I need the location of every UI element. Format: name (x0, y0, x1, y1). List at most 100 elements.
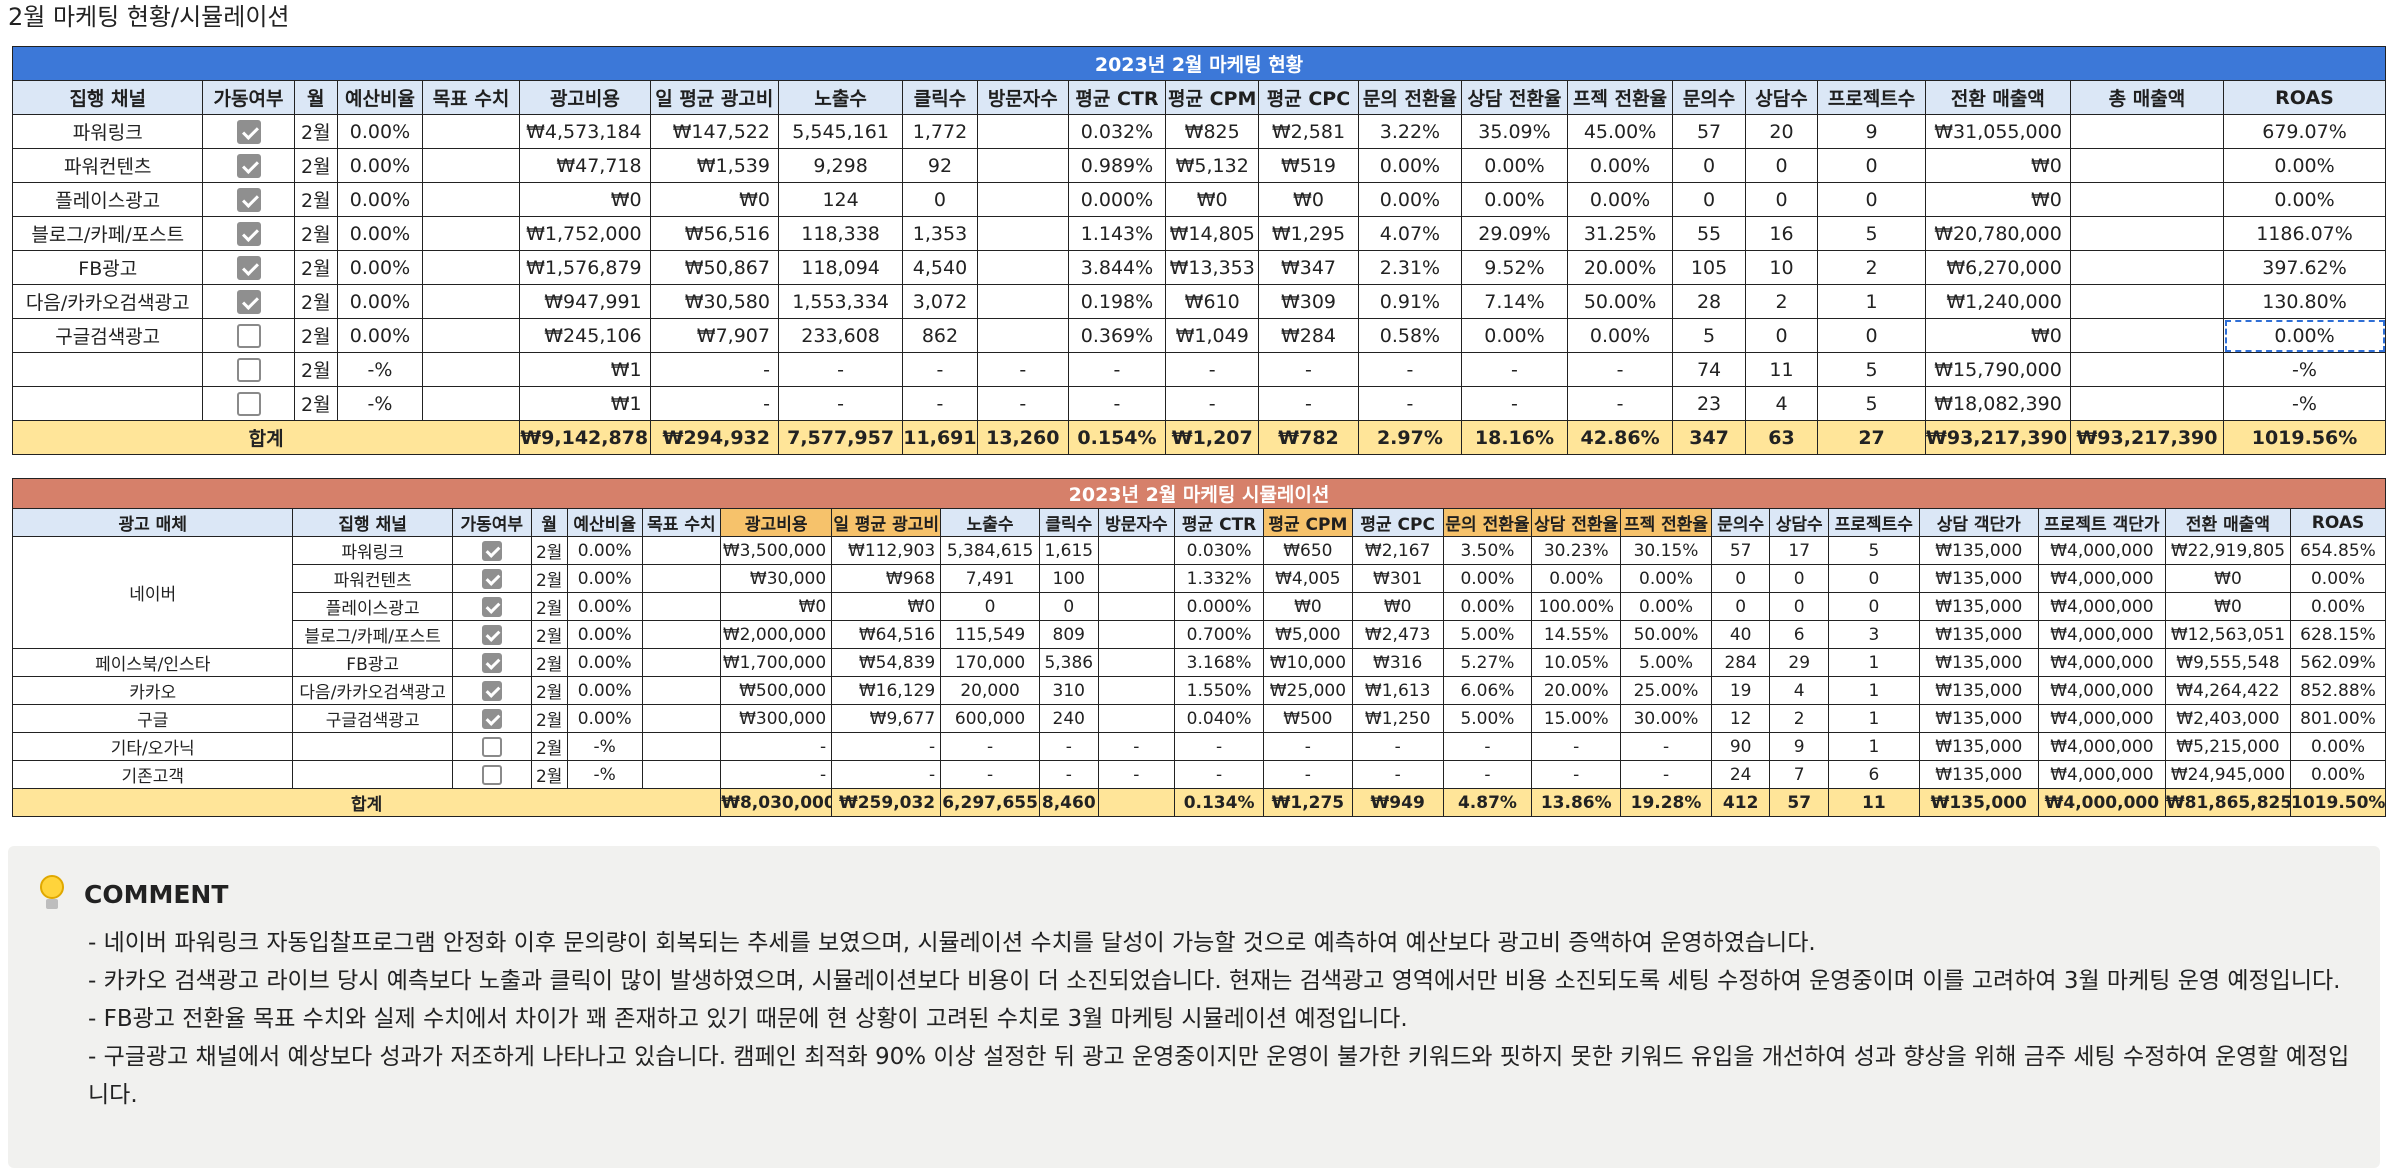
table-cell: ₩22,919,805 (2164, 536, 2292, 565)
table-cell[interactable] (202, 182, 295, 217)
table-cell[interactable] (451, 536, 532, 565)
table-cell: 0.00% (2223, 318, 2386, 353)
table-cell: 240 (1039, 704, 1099, 733)
table-cell[interactable] (451, 648, 532, 677)
table-cell (2069, 250, 2225, 285)
table-row: 카카오 다음/카카오검색광고 2월 0.00% ₩500,000 ₩16,129 20,00… (11, 676, 2386, 705)
table-cell: 3,072 (902, 284, 978, 319)
column-header: 광고비용 (519, 80, 651, 115)
status-checkbox[interactable] (481, 568, 502, 589)
table-cell: 0.00% (1566, 182, 1674, 217)
table-cell: ₩4,264,422 (2164, 676, 2292, 705)
status-checkbox[interactable] (236, 119, 261, 144)
table-cell: 0.00% (566, 620, 643, 649)
column-header: 평균 CPM (1262, 508, 1353, 537)
table-cell: 0.040% (1174, 704, 1264, 733)
status-checkbox[interactable] (236, 187, 261, 212)
table-cell: 4 (1744, 386, 1819, 421)
status-checkbox[interactable] (481, 680, 502, 701)
status-checkbox[interactable] (481, 652, 502, 673)
table-cell (976, 182, 1069, 217)
table-cell: - (649, 352, 779, 387)
table-cell: 0 (940, 592, 1041, 621)
total-cell: 1019.50% (2290, 788, 2386, 817)
comment-line: - 네이버 파워링크 자동입찰프로그램 안정화 이후 문의량이 회복되는 추세를… (88, 930, 1816, 956)
table-cell[interactable] (202, 352, 295, 387)
status-checkbox[interactable] (481, 764, 502, 785)
table-cell (2069, 148, 2225, 183)
table-row: FB광고 2월 0.00% ₩1,576,879 ₩50,867 118,094 4,540… (11, 250, 2386, 285)
table-cell: 5.00% (1442, 620, 1533, 649)
status-checkbox[interactable] (481, 596, 502, 617)
table-cell: ₩135,000 (1918, 732, 2039, 761)
total-row: 합계 ₩9,142,878 ₩294,932 7,577,957 11,691 13,26… (11, 420, 2386, 455)
status-checkbox[interactable] (236, 357, 261, 382)
table-cell[interactable] (451, 564, 532, 593)
table-cell: 654.85% (2290, 536, 2386, 565)
column-header: 프젝 전환율 (1566, 80, 1674, 115)
table-cell: ₩4,000,000 (2037, 564, 2166, 593)
status-checkbox[interactable] (236, 255, 261, 280)
table-cell[interactable] (202, 250, 295, 285)
table-cell (421, 182, 521, 217)
table-cell: 5.00% (1620, 648, 1712, 677)
total-cell: ₩93,217,390 (1924, 420, 2071, 455)
table-cell[interactable] (451, 676, 532, 705)
table-cell: - (1165, 352, 1260, 387)
table-cell: 플레이스광고 (11, 182, 204, 217)
table-cell: 115,549 (940, 620, 1041, 649)
table-cell: ₩31,055,000 (1924, 114, 2071, 149)
table-cell: - (1258, 352, 1359, 387)
column-header: 상담수 (1744, 80, 1819, 115)
table-cell: - (831, 760, 942, 789)
table-row: 블로그/카페/포스트 2월 0.00% ₩2,000,000 ₩64,516 115,54… (13, 620, 2386, 649)
table-cell: ₩6,270,000 (1924, 250, 2071, 285)
table-cell: - (1357, 386, 1463, 421)
table-cell: ₩0 (2164, 564, 2292, 593)
status-checkbox[interactable] (481, 736, 502, 757)
table-cell: 0.00% (337, 284, 423, 319)
table-cell: 3.844% (1067, 250, 1167, 285)
table-cell: 0.00% (566, 592, 643, 621)
table-cell: ₩15,790,000 (1924, 352, 2071, 387)
table-cell: - (902, 352, 978, 387)
total-cell: ₩135,000 (1918, 788, 2039, 817)
table-cell: 파워컨텐츠 (11, 148, 204, 183)
table-cell[interactable] (202, 114, 295, 149)
status-checkbox[interactable] (481, 540, 502, 561)
column-header: 문의 전환율 (1442, 508, 1533, 537)
table-cell[interactable] (451, 760, 532, 789)
table-cell[interactable] (451, 592, 532, 621)
table-cell[interactable] (451, 704, 532, 733)
table-cell: 다음/카카오검색광고 (11, 284, 204, 319)
status-checkbox[interactable] (481, 708, 502, 729)
total-cell: ₩1,207 (1165, 420, 1260, 455)
table-cell[interactable] (451, 732, 532, 761)
table-cell: 5,545,161 (777, 114, 904, 149)
media-cell: 네이버 (11, 536, 294, 649)
table-cell[interactable] (202, 284, 295, 319)
table-cell[interactable] (202, 216, 295, 251)
table-cell: 92 (902, 148, 978, 183)
total-cell: 0.134% (1174, 788, 1264, 817)
status-checkbox[interactable] (481, 624, 502, 645)
table-cell[interactable] (202, 148, 295, 183)
table-cell[interactable] (451, 620, 532, 649)
table-cell[interactable] (202, 386, 295, 421)
status-checkbox[interactable] (236, 391, 261, 416)
status-checkbox[interactable] (236, 323, 261, 348)
table-cell: 1,615 (1039, 536, 1099, 565)
table-cell: 0.58% (1357, 318, 1463, 353)
table-cell[interactable] (202, 318, 295, 353)
status-checkbox[interactable] (236, 289, 261, 314)
table-cell: - (720, 760, 833, 789)
table-cell: 1,353 (902, 216, 978, 251)
status-checkbox[interactable] (236, 221, 261, 246)
table-cell: 20 (1744, 114, 1819, 149)
table-cell: 0.00% (2290, 732, 2386, 761)
status-checkbox[interactable] (236, 153, 261, 178)
table-cell (641, 592, 722, 621)
table-cell: ₩4,573,184 (519, 114, 651, 149)
table-cell (421, 114, 521, 149)
table-cell: 구글검색광고 (11, 318, 204, 353)
